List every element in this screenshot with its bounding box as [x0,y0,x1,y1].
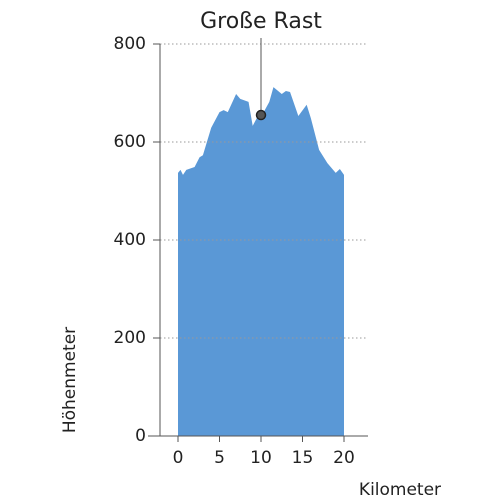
y-tick-label: 200 [114,328,146,348]
y-tick-label: 400 [114,230,146,250]
y-tick-label: 0 [135,426,146,446]
x-tick-label: 15 [292,448,314,468]
y-tick-label: 800 [114,34,146,54]
annotation-marker [255,109,267,121]
x-tick-label: 5 [214,448,225,468]
elevation-area [178,87,344,437]
x-tick-label: 10 [250,448,272,468]
annotation-label: Große Rast [200,9,322,34]
x-tick-label: 20 [333,448,355,468]
y-axis-label: Höhenmeter [60,327,80,433]
x-tick-label: 0 [173,448,184,468]
x-axis-label: Kilometer [359,480,441,500]
y-tick-label: 600 [114,132,146,152]
